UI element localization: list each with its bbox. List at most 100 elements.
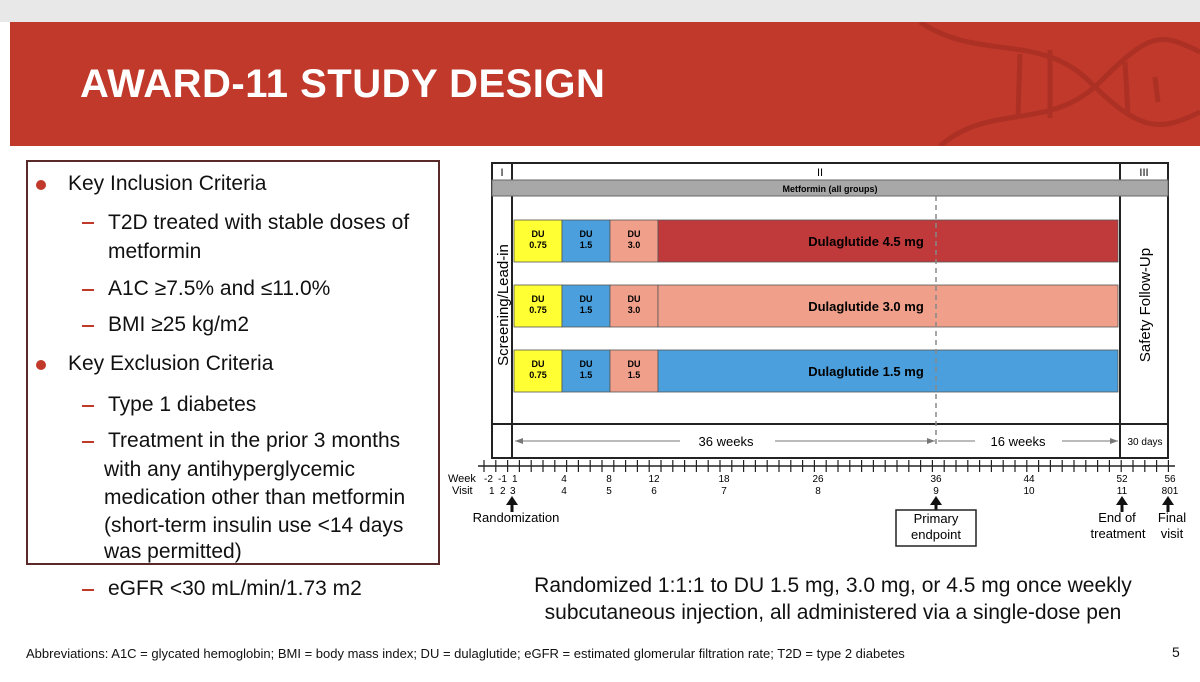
week-tick-label: 56 [1164, 474, 1176, 485]
maintenance-dose-label: Dulaglutide 3.0 mg [808, 299, 924, 314]
exclusion-heading: Key Exclusion Criteria [68, 352, 274, 375]
dash-icon [82, 589, 94, 591]
inclusion-heading: Key Inclusion Criteria [68, 172, 267, 195]
dash-icon [82, 441, 94, 443]
metformin-label: Metformin (all groups) [783, 184, 878, 194]
caption-line: subcutaneous injection, all administered… [544, 601, 1122, 624]
dose-step-label: DU [628, 359, 641, 369]
page-number: 5 [1172, 644, 1180, 660]
duration-label: 30 days [1127, 437, 1162, 448]
inclusion-item: metformin [108, 240, 202, 263]
inclusion-item: A1C ≥7.5% and ≤11.0% [108, 277, 331, 300]
week-label: Week [448, 473, 476, 485]
visit-tick-label: 11 [1117, 486, 1128, 497]
criteria-box [26, 160, 440, 565]
screening-label: Screening/Lead-in [495, 244, 512, 366]
end-of-treatment-label: treatment [1091, 526, 1146, 541]
visit-tick-label: 7 [721, 486, 727, 497]
visit-tick-label: 4 [561, 486, 567, 497]
inclusion-item: T2D treated with stable doses of [108, 211, 410, 234]
visit-tick-label: 6 [651, 486, 657, 497]
end-of-treatment-label: End of [1098, 510, 1136, 525]
week-tick-label: 18 [718, 474, 730, 485]
exclusion-item: with any antihyperglycemic [104, 458, 355, 481]
dose-step-block [513, 284, 563, 328]
final-visit-label: visit [1161, 526, 1184, 541]
week-tick-label: 36 [930, 474, 942, 485]
dose-step-block [513, 349, 563, 393]
week-tick-label: 1 [512, 474, 518, 485]
visit-tick-label: 9 [933, 486, 939, 497]
maintenance-dose-bar [657, 219, 1119, 263]
dose-step-label: 1.5 [580, 305, 593, 315]
dose-step-label: DU [628, 229, 641, 239]
metformin-bar [491, 179, 1169, 197]
dna-helix-icon [918, 22, 1200, 146]
dose-step-label: 0.75 [529, 305, 547, 315]
exclusion-item: was permitted) [104, 540, 242, 563]
dose-step-label: DU [580, 229, 593, 239]
dash-icon [82, 222, 94, 224]
design-caption: Randomized 1:1:1 to DU 1.5 mg, 3.0 mg, o… [488, 572, 1178, 626]
visit-tick-label: 2 [500, 486, 506, 497]
maintenance-dose-bar [657, 284, 1119, 328]
dash-icon [82, 289, 94, 291]
week-tick-label: -2 [484, 474, 493, 485]
week-tick-label: 44 [1023, 474, 1035, 485]
dose-step-block [561, 219, 611, 263]
visit-tick-label: 5 [606, 486, 612, 497]
bullet-icon [36, 180, 46, 190]
dose-step-block [561, 349, 611, 393]
week-tick-label: 12 [648, 474, 660, 485]
dose-step-label: 1.5 [580, 240, 593, 250]
exclusion-item: Type 1 diabetes [108, 393, 257, 416]
final-visit-label: Final [1158, 510, 1186, 525]
minor-ticks [483, 460, 1170, 472]
week-tick-label: 4 [561, 474, 567, 485]
dose-step-label: DU [580, 294, 593, 304]
period-label: I [500, 167, 503, 179]
exclusion-item: Treatment in the prior 3 months [108, 429, 401, 452]
dose-step-label: DU [532, 359, 545, 369]
top-strip [0, 0, 1200, 22]
bullet-icon [36, 360, 46, 370]
dose-step-block [609, 219, 659, 263]
dash-icon [82, 405, 94, 407]
randomization-label: Randomization [473, 510, 560, 525]
study-design-diagram: I II III Metformin (all groups) Screenin… [448, 162, 1186, 547]
dose-step-label: DU [532, 294, 545, 304]
exclusion-item: (short-term insulin use <14 days [104, 514, 404, 537]
visit-tick-label: 8 [815, 486, 821, 497]
primary-endpoint-label: Primary [914, 511, 959, 526]
period-label: III [1139, 167, 1148, 179]
period-label: II [817, 167, 823, 179]
dash-icon [82, 325, 94, 327]
maintenance-dose-label: Dulaglutide 1.5 mg [808, 364, 924, 379]
week-tick-label: -1 [498, 474, 507, 485]
duration-label: 36 weeks [699, 434, 754, 449]
maintenance-dose-label: Dulaglutide 4.5 mg [808, 234, 924, 249]
dose-step-label: DU [580, 359, 593, 369]
dose-step-block [609, 284, 659, 328]
week-tick-label: 8 [606, 474, 612, 485]
primary-endpoint-box [895, 509, 977, 547]
dose-step-label: DU [532, 229, 545, 239]
visit-tick-label: 801 [1162, 486, 1179, 497]
visit-tick-label: 10 [1023, 486, 1035, 497]
dose-step-block [561, 284, 611, 328]
dose-step-label: DU [628, 294, 641, 304]
title-banner: AWARD-11 STUDY DESIGN [10, 22, 1200, 146]
inclusion-item: BMI ≥25 kg/m2 [108, 313, 250, 336]
week-tick-label: 52 [1116, 474, 1128, 485]
dose-step-block [609, 349, 659, 393]
maintenance-dose-bar [657, 349, 1119, 393]
duration-frame [491, 423, 1169, 459]
abbreviations-footer: Abbreviations: A1C = glycated hemoglobin… [26, 646, 905, 661]
exclusion-item: medication other than metformin [104, 486, 406, 509]
dose-step-label: 1.5 [628, 370, 641, 380]
dose-step-label: 3.0 [628, 305, 641, 315]
visit-label: Visit [452, 485, 473, 497]
caption-line: Randomized 1:1:1 to DU 1.5 mg, 3.0 mg, o… [534, 574, 1132, 597]
primary-endpoint-label: endpoint [911, 527, 961, 542]
